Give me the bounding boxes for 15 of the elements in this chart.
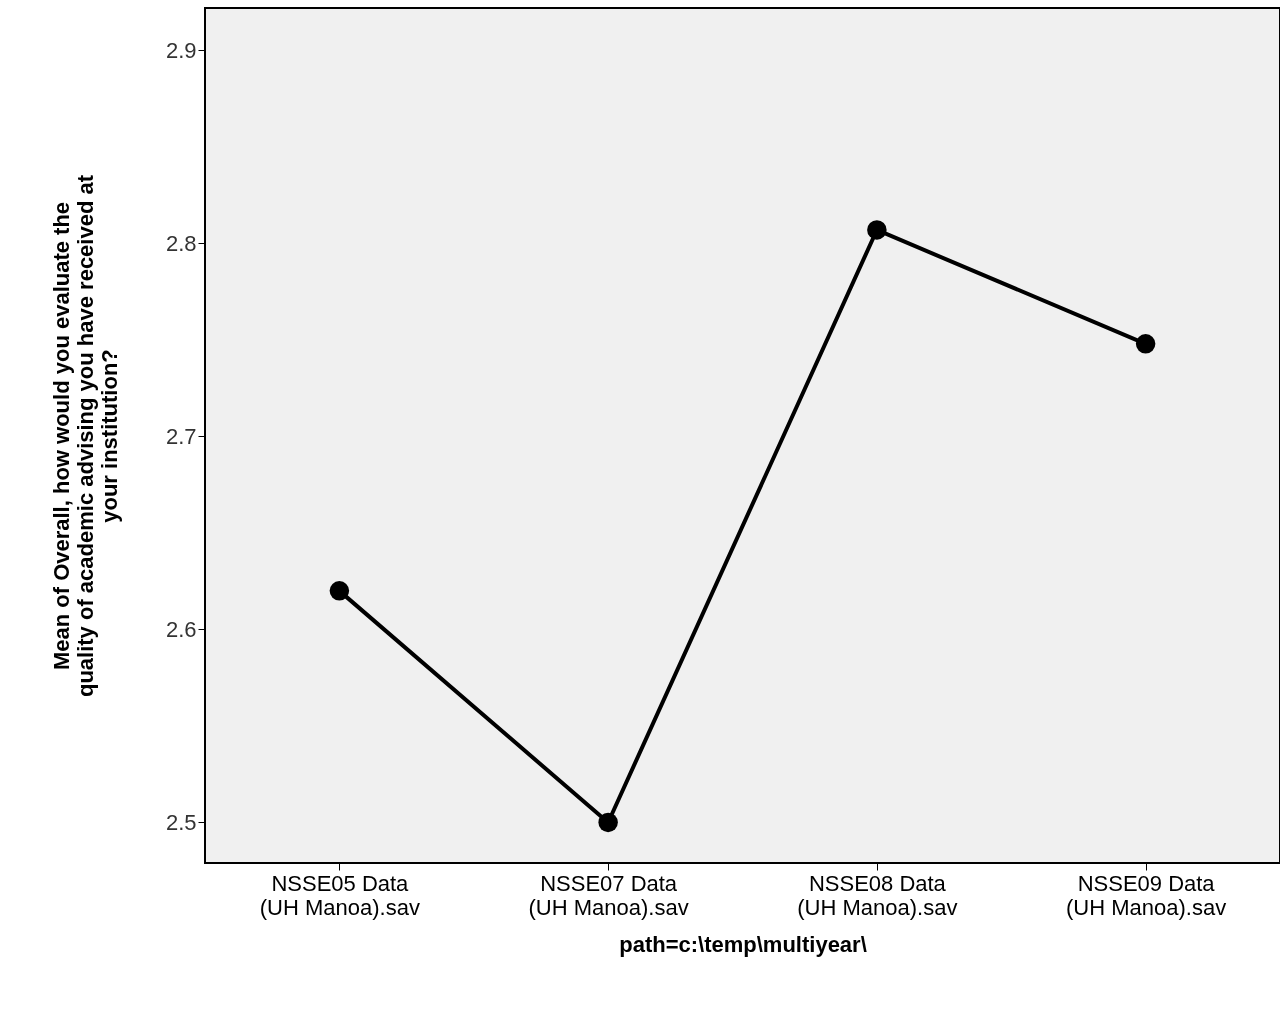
- y-tick-label: 2.7: [165, 423, 197, 449]
- y-axis-title: Mean of Overall, how would you evaluate the quality of academic advising you have received at your institution?: [48, 174, 122, 698]
- y-tick-label: 2.9: [165, 37, 197, 63]
- x-axis-title: path=c:\temp\multiyear\: [619, 931, 867, 957]
- x-tick-label: NSSE08 Data (UH Manoa).sav: [797, 870, 958, 920]
- point: [1135, 334, 1156, 354]
- y-tick-label: 2.8: [165, 230, 197, 256]
- x-tick-label: NSSE05 Data (UH Manoa).sav: [259, 870, 420, 920]
- point: [867, 220, 887, 240]
- x-tick-label: NSSE09 Data (UH Manoa).sav: [1066, 870, 1227, 920]
- point: [329, 581, 350, 601]
- x-tick-label: NSSE07 Data (UH Manoa).sav: [528, 870, 689, 920]
- point: [598, 812, 618, 833]
- y-tick-label: 2.6: [165, 616, 197, 642]
- y-tick-label: 2.5: [165, 809, 197, 835]
